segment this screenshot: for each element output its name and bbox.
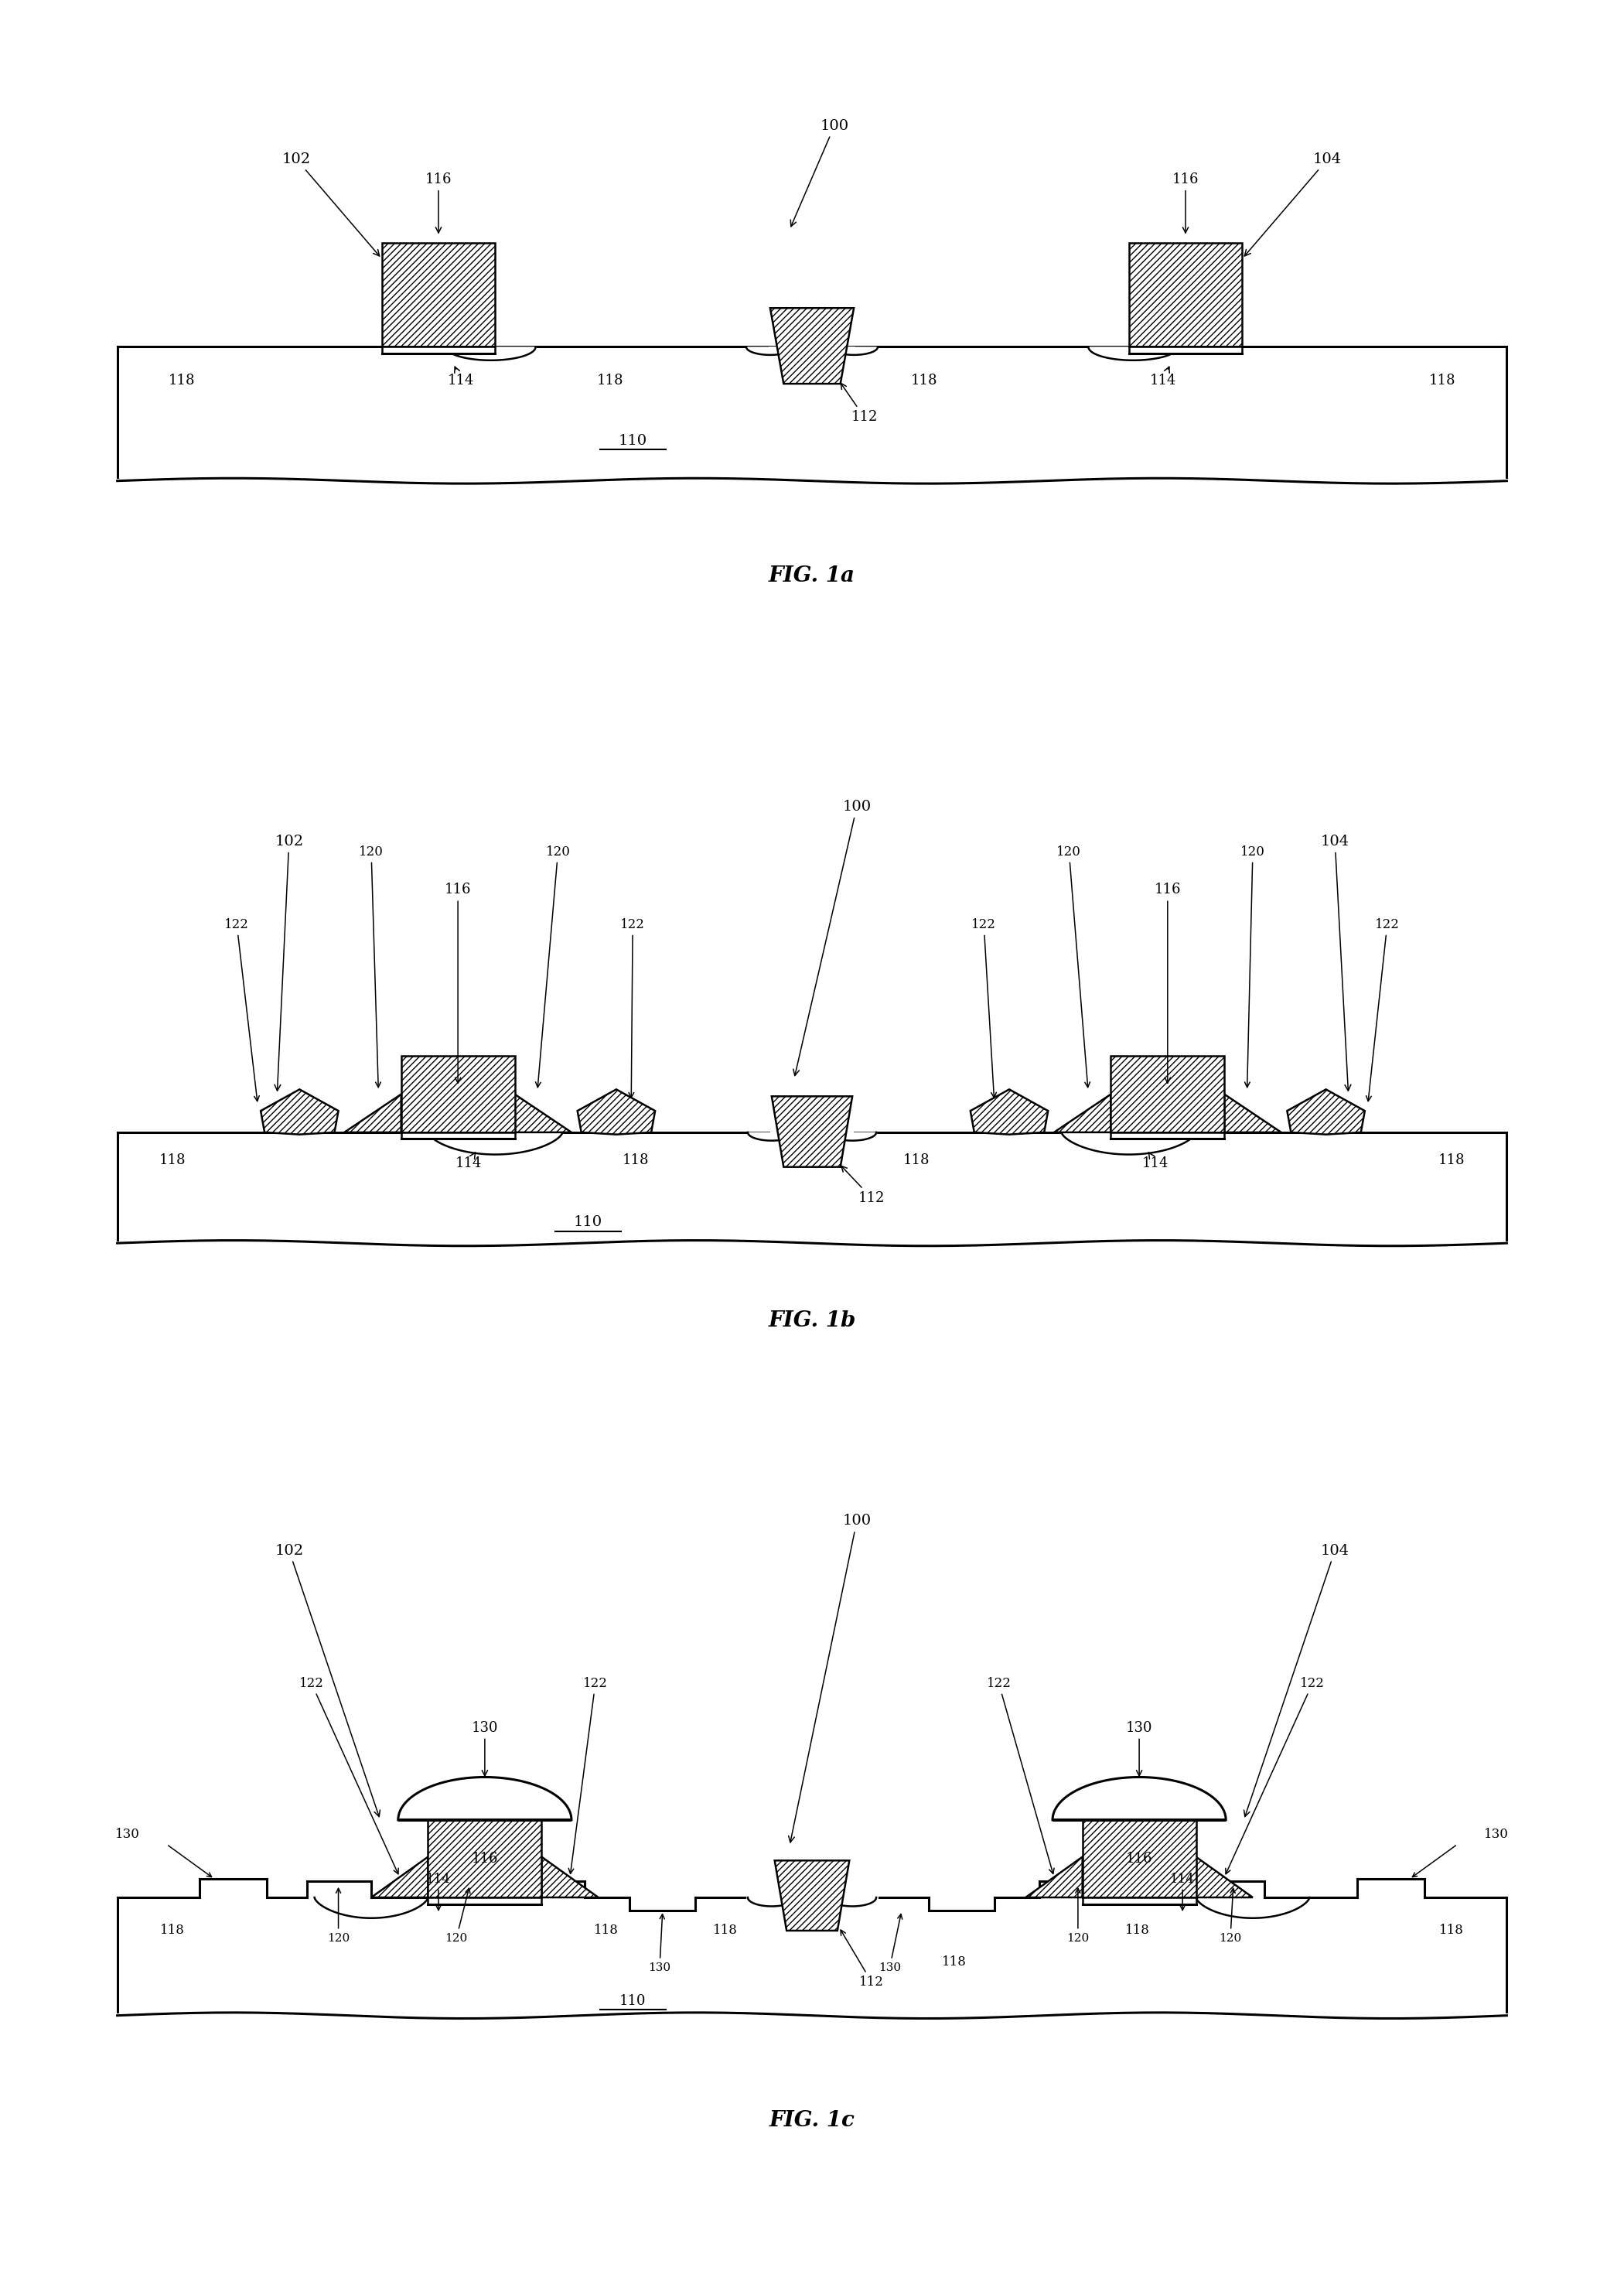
Text: 112: 112 xyxy=(841,1930,883,1989)
Text: 114: 114 xyxy=(1171,1871,1195,1910)
Polygon shape xyxy=(1054,1095,1111,1133)
Polygon shape xyxy=(541,1858,598,1899)
Polygon shape xyxy=(117,1133,1507,1242)
Bar xyxy=(1129,347,1242,354)
Polygon shape xyxy=(117,1899,1507,2017)
Text: 114: 114 xyxy=(1150,368,1176,388)
Bar xyxy=(429,1896,541,1903)
Text: 100: 100 xyxy=(793,799,870,1076)
Text: 120: 120 xyxy=(445,1887,469,1944)
Text: 120: 120 xyxy=(326,1889,349,1944)
Text: 122: 122 xyxy=(1226,1676,1325,1874)
Text: 118: 118 xyxy=(1439,1154,1465,1167)
Polygon shape xyxy=(1224,1095,1281,1133)
Text: 116: 116 xyxy=(471,1851,499,1867)
Polygon shape xyxy=(344,1095,401,1133)
Bar xyxy=(382,347,495,354)
Text: 116: 116 xyxy=(1155,883,1181,1083)
Text: 116: 116 xyxy=(1125,1851,1153,1867)
Text: 118: 118 xyxy=(161,1924,185,1937)
Text: 120: 120 xyxy=(1067,1889,1090,1944)
Text: FIG. 1b: FIG. 1b xyxy=(768,1310,856,1331)
Text: 114: 114 xyxy=(448,368,474,388)
Text: 100: 100 xyxy=(791,118,849,227)
Text: 130: 130 xyxy=(879,1914,903,1973)
Bar xyxy=(401,1133,515,1138)
Polygon shape xyxy=(261,1090,338,1136)
Text: 122: 122 xyxy=(620,917,645,1097)
Text: 102: 102 xyxy=(274,1544,380,1817)
Text: 122: 122 xyxy=(568,1676,607,1874)
Polygon shape xyxy=(971,1090,1047,1136)
Text: 120: 120 xyxy=(1241,845,1265,1088)
Bar xyxy=(1111,1056,1224,1133)
Bar xyxy=(1111,1133,1224,1138)
Text: FIG. 1c: FIG. 1c xyxy=(770,2110,854,2130)
Text: 118: 118 xyxy=(903,1154,931,1167)
Text: 112: 112 xyxy=(841,384,877,425)
Polygon shape xyxy=(398,1778,572,1819)
Text: 110: 110 xyxy=(619,1994,646,2008)
Text: 118: 118 xyxy=(159,1154,185,1167)
Text: 104: 104 xyxy=(1244,152,1341,257)
Polygon shape xyxy=(372,1858,429,1899)
Text: 114: 114 xyxy=(425,1871,451,1910)
Text: 122: 122 xyxy=(224,917,260,1101)
Polygon shape xyxy=(1026,1858,1083,1899)
Text: FIG. 1a: FIG. 1a xyxy=(768,565,856,586)
Polygon shape xyxy=(1195,1858,1252,1899)
Text: 114: 114 xyxy=(1142,1151,1169,1170)
Text: 102: 102 xyxy=(274,833,304,1090)
Text: 120: 120 xyxy=(536,845,570,1088)
Bar xyxy=(1083,1819,1195,1899)
Text: 120: 120 xyxy=(1057,845,1090,1088)
Text: 104: 104 xyxy=(1244,1544,1350,1817)
Text: 118: 118 xyxy=(622,1154,650,1167)
Text: 130: 130 xyxy=(471,1721,499,1776)
Text: 114: 114 xyxy=(455,1151,482,1170)
Text: 116: 116 xyxy=(445,883,471,1083)
Text: 130: 130 xyxy=(648,1914,671,1973)
Polygon shape xyxy=(117,347,1507,481)
Polygon shape xyxy=(578,1090,654,1136)
Text: 110: 110 xyxy=(619,434,646,447)
Bar xyxy=(401,1056,515,1133)
Text: 122: 122 xyxy=(299,1676,398,1874)
Text: 118: 118 xyxy=(1125,1924,1150,1937)
Polygon shape xyxy=(770,309,854,384)
Text: 118: 118 xyxy=(593,1924,619,1937)
Text: 120: 120 xyxy=(359,845,383,1088)
Text: 130: 130 xyxy=(115,1828,140,1842)
Text: 122: 122 xyxy=(986,1676,1054,1874)
Bar xyxy=(1083,1896,1195,1903)
Polygon shape xyxy=(515,1095,572,1133)
Text: 116: 116 xyxy=(1173,173,1199,234)
Bar xyxy=(429,1819,541,1899)
Text: 102: 102 xyxy=(283,152,380,257)
Text: 120: 120 xyxy=(1220,1889,1242,1944)
Text: 118: 118 xyxy=(942,1955,966,1969)
Text: 118: 118 xyxy=(713,1924,737,1937)
Text: 122: 122 xyxy=(971,917,997,1097)
Text: 130: 130 xyxy=(1125,1721,1153,1776)
Text: 130: 130 xyxy=(1484,1828,1509,1842)
Text: 118: 118 xyxy=(1429,372,1455,388)
Text: 112: 112 xyxy=(841,1165,885,1206)
Polygon shape xyxy=(775,1860,849,1930)
Polygon shape xyxy=(771,1097,853,1167)
Text: 118: 118 xyxy=(598,372,624,388)
Text: 116: 116 xyxy=(425,173,451,234)
Polygon shape xyxy=(1052,1778,1226,1819)
Text: 122: 122 xyxy=(1366,917,1400,1101)
Bar xyxy=(382,243,495,347)
Polygon shape xyxy=(1288,1090,1364,1136)
Bar xyxy=(1129,243,1242,347)
Text: 118: 118 xyxy=(169,372,195,388)
Text: 100: 100 xyxy=(789,1515,870,1842)
Text: 104: 104 xyxy=(1320,833,1351,1090)
Text: 110: 110 xyxy=(573,1215,603,1229)
Text: 118: 118 xyxy=(911,372,937,388)
Text: 118: 118 xyxy=(1439,1924,1463,1937)
